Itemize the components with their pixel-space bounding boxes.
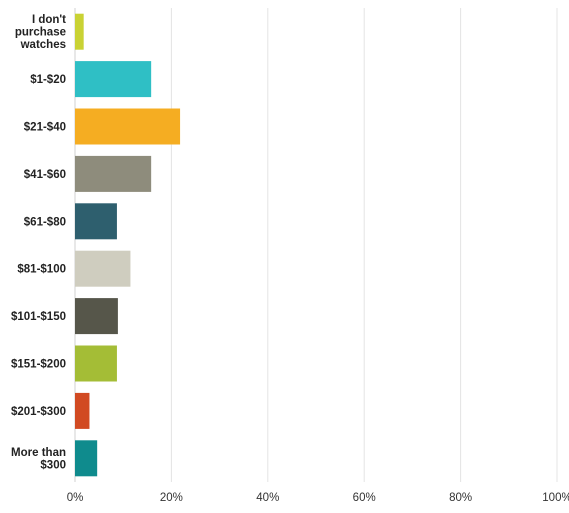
bar — [75, 298, 118, 335]
category-label: $1-$20 — [30, 74, 66, 86]
x-tick-label: 100% — [542, 492, 569, 504]
category-label: $21-$40 — [24, 122, 66, 134]
x-tick-label: 60% — [353, 492, 376, 504]
bar — [75, 392, 90, 429]
bar — [75, 203, 117, 240]
bar — [75, 108, 181, 145]
category-label: $61-$80 — [24, 216, 66, 228]
category-label: I don't purchase watches — [15, 14, 66, 51]
bar — [75, 155, 152, 192]
bar — [75, 440, 98, 477]
category-label: $41-$60 — [24, 169, 66, 181]
x-tick-label: 0% — [67, 492, 84, 504]
category-label: More than $300 — [11, 447, 66, 472]
x-tick-label: 40% — [256, 492, 279, 504]
bars — [75, 13, 181, 477]
bar — [75, 13, 84, 50]
bar — [75, 250, 131, 287]
category-label: $201-$300 — [11, 406, 66, 418]
x-tick-label: 80% — [449, 492, 472, 504]
bar — [75, 61, 152, 98]
category-labels: I don't purchase watches $1-$20 $21-$40 $41-$… — [11, 14, 66, 471]
x-axis-tick-labels: 0% 20% 40% 60% 80% 100% — [67, 492, 569, 504]
bar — [75, 345, 117, 382]
category-label: $81-$100 — [17, 264, 66, 276]
x-tick-label: 20% — [160, 492, 183, 504]
category-label: $151-$200 — [11, 359, 66, 371]
category-label: $101-$150 — [11, 311, 66, 323]
